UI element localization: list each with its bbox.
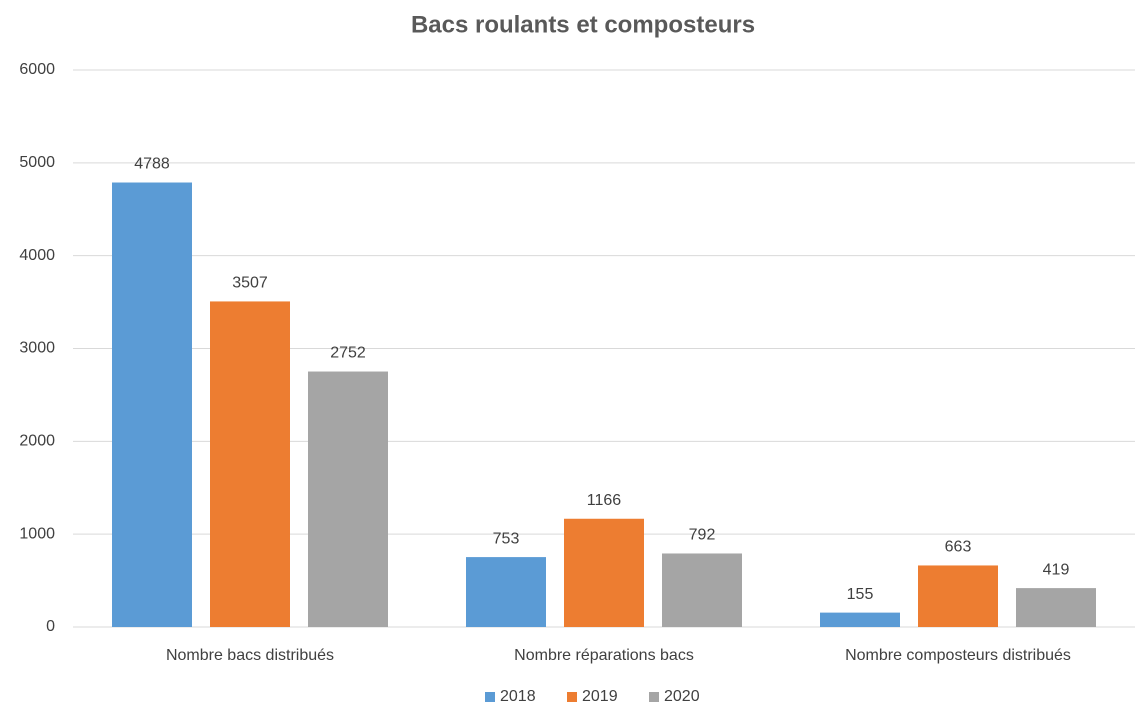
y-tick-label: 0	[46, 618, 55, 635]
value-label: 1166	[587, 492, 622, 509]
x-tick-label: Nombre composteurs distribués	[845, 647, 1071, 664]
value-label: 792	[689, 527, 716, 544]
bar	[662, 553, 742, 627]
y-tick-label: 4000	[19, 247, 55, 264]
bar	[466, 557, 546, 627]
x-tick-label: Nombre bacs distribués	[166, 647, 334, 664]
bar	[210, 301, 290, 627]
bar	[564, 518, 644, 627]
y-tick-label: 3000	[19, 340, 55, 357]
legend-swatch	[485, 692, 495, 702]
value-label: 419	[1043, 561, 1070, 578]
bar	[918, 565, 998, 627]
legend-swatch	[567, 692, 577, 702]
chart-title: Bacs roulants et composteurs	[411, 11, 755, 38]
bar	[112, 182, 192, 628]
bar	[1016, 588, 1096, 627]
y-tick-label: 2000	[19, 433, 55, 450]
x-tick-label: Nombre réparations bacs	[514, 647, 694, 664]
value-label: 3507	[232, 275, 268, 292]
value-label: 4788	[134, 156, 170, 173]
bar	[820, 612, 900, 627]
value-label: 753	[493, 530, 520, 547]
value-label: 2752	[330, 345, 366, 362]
y-tick-label: 6000	[19, 61, 55, 78]
y-tick-label: 1000	[19, 525, 55, 542]
value-label: 663	[945, 539, 972, 556]
bar	[308, 371, 388, 627]
value-label: 155	[847, 586, 874, 603]
legend-label: 2018	[500, 688, 536, 705]
legend-swatch	[649, 692, 659, 702]
y-tick-label: 5000	[19, 154, 55, 171]
legend-label: 2019	[582, 688, 618, 705]
legend-label: 2020	[664, 688, 700, 705]
